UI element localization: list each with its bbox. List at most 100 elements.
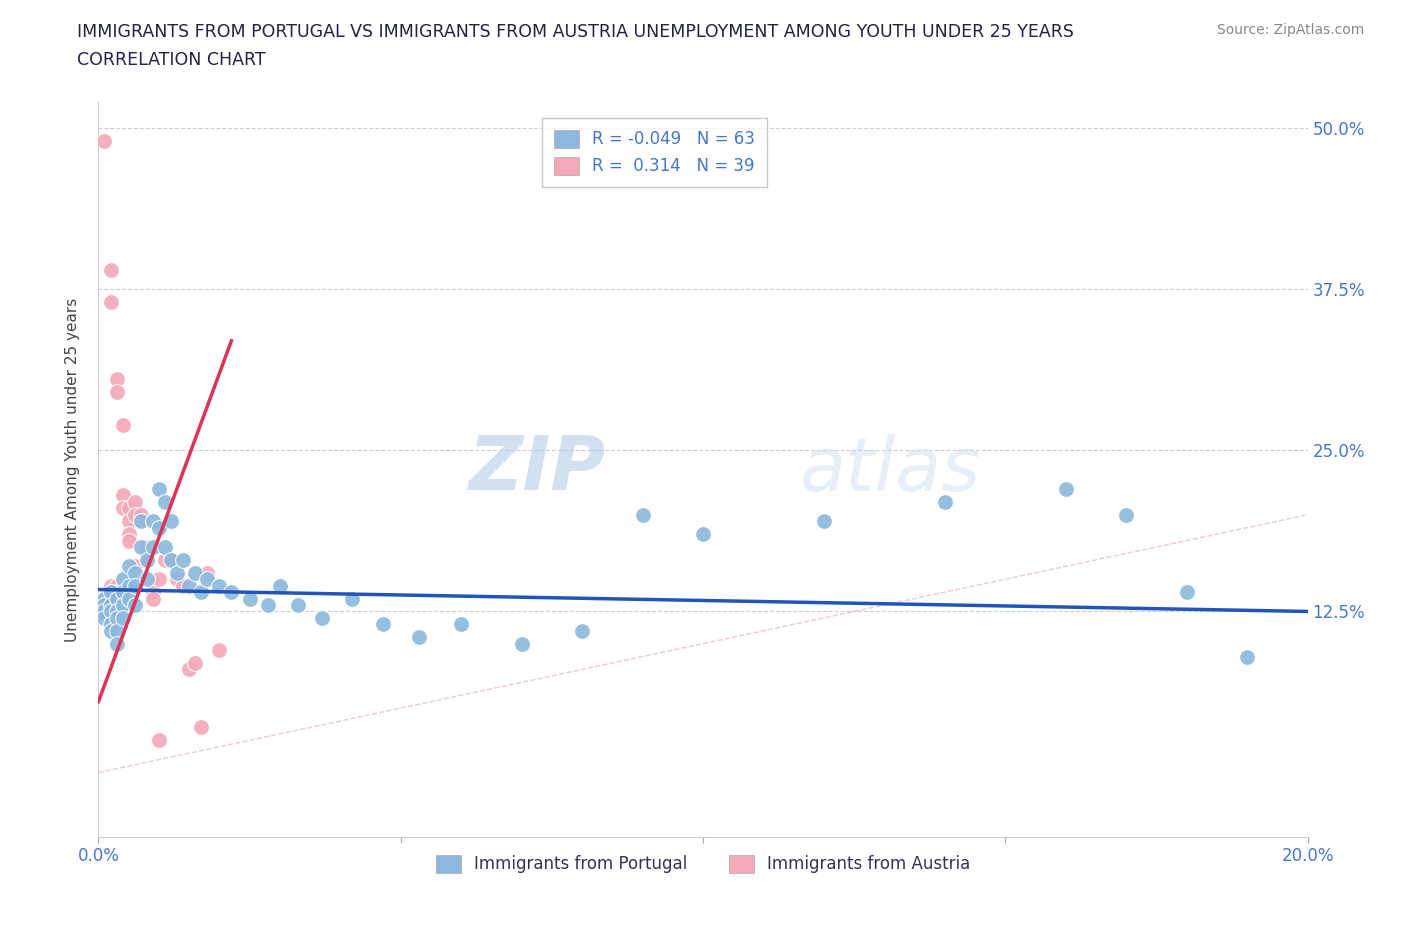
Point: [129, 513, 152, 528]
Point: [179, 578, 201, 593]
Point: [190, 720, 212, 735]
Point: [221, 585, 243, 600]
Point: [179, 662, 201, 677]
Point: [100, 604, 122, 618]
Point: [148, 572, 170, 587]
Point: [124, 559, 146, 574]
Point: [160, 552, 183, 567]
Point: [813, 513, 835, 528]
Point: [124, 495, 146, 510]
Point: [166, 572, 188, 587]
Point: [100, 578, 122, 593]
Point: [118, 591, 141, 606]
Point: [100, 617, 122, 631]
Point: [118, 559, 141, 574]
Point: [934, 495, 956, 510]
Text: atlas: atlas: [800, 433, 981, 506]
Point: [371, 617, 394, 631]
Text: ZIP: ZIP: [470, 433, 606, 506]
Point: [135, 552, 157, 567]
Point: [111, 610, 134, 625]
Point: [111, 501, 134, 516]
Point: [105, 585, 128, 600]
Point: [195, 565, 218, 580]
Point: [93, 610, 115, 625]
Point: [129, 513, 152, 528]
Point: [153, 552, 176, 567]
Point: [105, 591, 128, 606]
Point: [93, 598, 115, 613]
Point: [184, 565, 207, 580]
Point: [1115, 508, 1137, 523]
Point: [1175, 585, 1198, 600]
Point: [111, 417, 134, 432]
Point: [172, 578, 194, 593]
Point: [287, 598, 309, 613]
Point: [510, 636, 533, 651]
Point: [142, 539, 165, 554]
Point: [111, 572, 134, 587]
Point: [148, 520, 170, 535]
Point: [111, 585, 134, 600]
Point: [1054, 482, 1077, 497]
Point: [100, 598, 122, 613]
Point: [142, 513, 165, 528]
Text: Source: ZipAtlas.com: Source: ZipAtlas.com: [1216, 23, 1364, 37]
Point: [208, 578, 231, 593]
Legend: Immigrants from Portugal, Immigrants from Austria: Immigrants from Portugal, Immigrants fro…: [429, 848, 977, 880]
Point: [93, 134, 115, 149]
Point: [153, 539, 176, 554]
Point: [105, 604, 128, 618]
Point: [100, 262, 122, 277]
Point: [111, 598, 134, 613]
Point: [142, 591, 165, 606]
Point: [142, 585, 165, 600]
Point: [148, 482, 170, 497]
Point: [160, 552, 183, 567]
Point: [631, 508, 654, 523]
Point: [571, 623, 593, 638]
Point: [118, 578, 141, 593]
Point: [184, 656, 207, 671]
Point: [93, 604, 115, 618]
Point: [1236, 649, 1258, 664]
Point: [124, 508, 146, 523]
Point: [408, 630, 430, 644]
Point: [208, 643, 231, 658]
Point: [105, 372, 128, 387]
Point: [135, 552, 157, 567]
Point: [124, 578, 146, 593]
Point: [118, 501, 141, 516]
Point: [148, 733, 170, 748]
Point: [105, 610, 128, 625]
Point: [129, 508, 152, 523]
Point: [100, 585, 122, 600]
Point: [195, 572, 218, 587]
Point: [93, 591, 115, 606]
Point: [118, 526, 141, 541]
Text: IMMIGRANTS FROM PORTUGAL VS IMMIGRANTS FROM AUSTRIA UNEMPLOYMENT AMONG YOUTH UND: IMMIGRANTS FROM PORTUGAL VS IMMIGRANTS F…: [77, 23, 1074, 41]
Point: [135, 572, 157, 587]
Point: [172, 552, 194, 567]
Y-axis label: Unemployment Among Youth under 25 years: Unemployment Among Youth under 25 years: [65, 298, 80, 642]
Point: [100, 623, 122, 638]
Point: [239, 591, 262, 606]
Point: [269, 578, 291, 593]
Point: [342, 591, 364, 606]
Point: [105, 385, 128, 400]
Point: [124, 565, 146, 580]
Point: [105, 636, 128, 651]
Point: [129, 539, 152, 554]
Point: [118, 533, 141, 548]
Point: [100, 598, 122, 613]
Point: [450, 617, 472, 631]
Point: [93, 598, 115, 613]
Point: [153, 495, 176, 510]
Point: [256, 598, 278, 613]
Point: [118, 513, 141, 528]
Point: [135, 539, 157, 554]
Point: [100, 585, 122, 600]
Point: [105, 578, 128, 593]
Point: [311, 610, 333, 625]
Text: CORRELATION CHART: CORRELATION CHART: [77, 51, 266, 69]
